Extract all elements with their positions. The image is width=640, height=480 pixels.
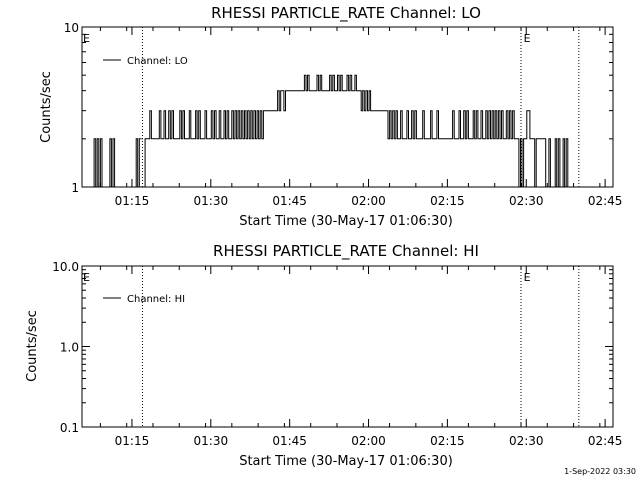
hi-channel-panel: RHESSI PARTICLE_RATE Channel: HI 01:15 01… bbox=[25, 242, 622, 469]
chart-title-lo: RHESSI PARTICLE_RATE Channel: LO bbox=[211, 4, 481, 23]
legend-label-lo: Channel: LO bbox=[127, 56, 188, 67]
x-tick-label: 02:30 bbox=[509, 194, 544, 208]
y-tick-label: 10 bbox=[64, 21, 79, 35]
vertical-markers-lo bbox=[141, 27, 580, 187]
x-tick-label: 01:30 bbox=[194, 194, 229, 208]
series-line bbox=[92, 74, 573, 188]
legend-label-hi: Channel: HI bbox=[127, 294, 185, 305]
y-axis-label-hi: Counts/sec bbox=[25, 310, 40, 382]
x-tick-label: 02:45 bbox=[588, 434, 623, 448]
x-tick-label: 01:15 bbox=[115, 194, 150, 208]
vertical-markers-hi bbox=[141, 266, 580, 427]
x-tick-label: 01:30 bbox=[194, 434, 229, 448]
timestamp-label: 1-Sep-2022 03:30 bbox=[564, 467, 636, 476]
series-lo bbox=[92, 74, 573, 188]
x-tick-label: 02:30 bbox=[509, 434, 544, 448]
x-tick-label: 02:00 bbox=[351, 194, 386, 208]
eclipse-marker: E bbox=[83, 32, 90, 45]
y-tick-label: 1 bbox=[71, 181, 79, 195]
chart-title-hi: RHESSI PARTICLE_RATE Channel: HI bbox=[213, 242, 479, 261]
y-tick-label: 10.0 bbox=[52, 260, 79, 274]
x-tick-label: 02:45 bbox=[588, 194, 623, 208]
x-ticks-hi: 01:15 01:30 01:45 02:00 02:15 02:30 02:45 bbox=[99, 266, 623, 448]
x-tick-label: 01:15 bbox=[115, 434, 150, 448]
eclipse-marker: E bbox=[83, 271, 90, 284]
y-tick-label: 1.0 bbox=[60, 341, 79, 355]
y-ticks-hi: 0.1 1.0 10.0 bbox=[52, 260, 613, 435]
y-ticks-lo: 1 10 bbox=[64, 21, 613, 195]
x-axis-label-lo: Start Time (30-May-17 01:06:30) bbox=[239, 214, 453, 229]
x-tick-label: 02:00 bbox=[351, 434, 386, 448]
x-tick-label: 01:45 bbox=[272, 434, 307, 448]
eclipse-marker: E bbox=[524, 271, 531, 284]
y-axis-label-lo: Counts/sec bbox=[39, 71, 54, 143]
eclipse-marker: E bbox=[524, 32, 531, 45]
y-tick-label: 0.1 bbox=[60, 421, 79, 435]
x-ticks-lo: 01:15 01:30 01:45 02:00 02:15 02:30 02:45 bbox=[99, 27, 623, 208]
x-tick-label: 02:15 bbox=[430, 194, 465, 208]
x-tick-label: 01:45 bbox=[272, 194, 307, 208]
plot-frame-lo bbox=[81, 26, 614, 188]
lo-channel-panel: RHESSI PARTICLE_RATE Channel: LO 01:15 01… bbox=[39, 4, 622, 229]
x-axis-label-hi: Start Time (30-May-17 01:06:30) bbox=[239, 454, 453, 469]
plot-frame-hi bbox=[81, 265, 614, 428]
x-tick-label: 02:15 bbox=[430, 434, 465, 448]
